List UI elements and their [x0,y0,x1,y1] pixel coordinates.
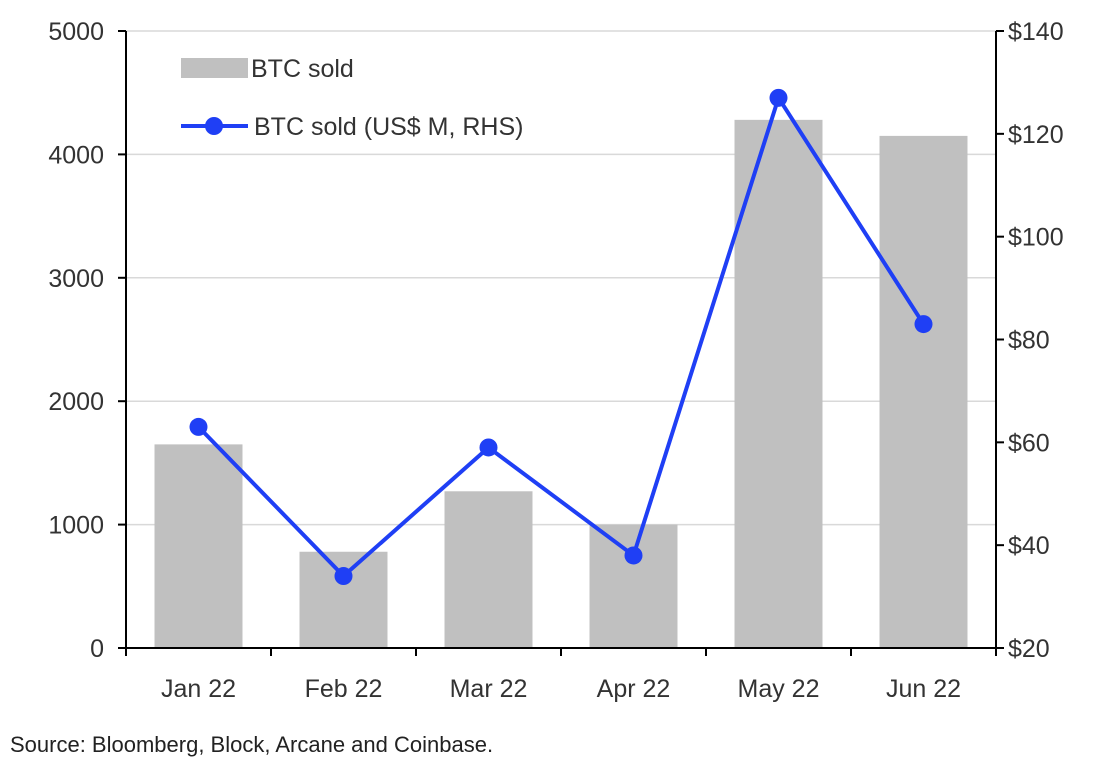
gridlines [126,30,996,526]
y-right-tick-label-0: $20 [1008,635,1050,663]
line-point-5 [914,315,933,334]
y-left-tick-label-5: 5000 [48,18,104,46]
legend-label-line: BTC sold (US$ M, RHS) [254,113,523,141]
x-tick-label-4: May 22 [738,675,820,703]
y-right-tick-label-4: $100 [1008,224,1064,252]
x-tick-label-5: Jun 22 [886,675,961,703]
x-tick-label-1: Feb 22 [305,675,383,703]
line-point-4 [769,88,788,107]
line-point-2 [479,438,498,457]
y-left-tick-label-2: 2000 [48,388,104,416]
x-tick-label-2: Mar 22 [450,675,528,703]
x-tick-label-3: Apr 22 [597,675,671,703]
chart-svg: 0 1000 2000 3000 4000 5000 $20 $40 $60 $80 $100 $12… [48,18,1063,703]
y-left-tick-label-1: 1000 [48,512,104,540]
y-left-tick-label-3: 3000 [48,265,104,293]
line-point-3 [624,546,643,565]
legend-marker-line [205,117,223,135]
line-series-path [197,95,926,579]
y-right-tick-label-2: $60 [1008,429,1050,457]
legend-label-bars: BTC sold [251,55,354,83]
legend-swatch-bars [181,58,248,78]
y-right-tick-label-6: $140 [1008,18,1064,46]
line-series [189,88,933,586]
x-tick-label-0: Jan 22 [161,675,236,703]
bar-1 [299,551,388,648]
y-right-tick-label-3: $80 [1008,327,1050,355]
bar-series [154,119,968,648]
bar-0 [154,444,243,648]
legend: BTC sold BTC sold (US$ M, RHS) [181,55,523,141]
line-point-1 [334,567,353,586]
bar-2 [444,491,533,648]
y-left-tick-label-4: 4000 [48,141,104,169]
bar-5 [879,135,968,648]
line-point-0 [189,417,208,436]
y-right-tick-label-5: $120 [1008,121,1064,149]
bar-3 [589,524,678,648]
y-right-tick-label-1: $40 [1008,532,1050,560]
axes: 0 1000 2000 3000 4000 5000 $20 $40 $60 $80 $100 $12… [48,18,1063,703]
source-note: Source: Bloomberg, Block, Arcane and Coi… [10,732,494,757]
bar-4 [734,119,823,648]
y-left-tick-label-0: 0 [90,635,104,663]
